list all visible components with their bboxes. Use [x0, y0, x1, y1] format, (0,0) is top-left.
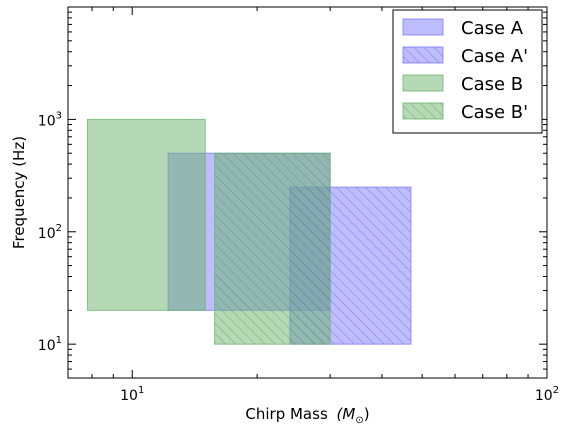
legend-entry-case-a: Case A: [402, 18, 524, 39]
x-axis-label: Chirp Mass (M⊙): [245, 405, 369, 425]
region-case-b-prime: [214, 152, 331, 345]
y-axis-label: Frequency (Hz): [10, 136, 28, 249]
y-tick-label: 103: [38, 110, 62, 129]
region-fill: [86, 118, 206, 311]
legend-entry-case-a-prime: Case A': [402, 46, 528, 67]
axis-ticks: [68, 7, 547, 378]
region-case-b: [86, 118, 206, 311]
legend-label: Case A: [461, 18, 524, 39]
legend-label: Case B': [461, 102, 528, 123]
legend-entry-case-b: Case B: [402, 74, 523, 95]
region-hatch: [214, 153, 331, 345]
legend-swatch: [402, 74, 444, 92]
y-tick-label: 102: [38, 223, 62, 242]
plot-frame: [67, 6, 548, 379]
y-tick-label: 101: [38, 335, 62, 354]
legend-label: Case A': [461, 46, 528, 67]
legend-label: Case B: [461, 74, 523, 95]
legend-swatch-hatch: [403, 103, 443, 119]
x-tick-label: 101: [120, 385, 144, 404]
legend-swatch-hatch: [403, 47, 443, 63]
tick-labels: 101 102 101 102 103: [38, 110, 559, 404]
x-tick-label: 102: [535, 385, 559, 404]
legend-entry-case-b-prime: Case B': [402, 102, 528, 123]
legend-swatch: [402, 18, 444, 36]
plot-area: [86, 118, 412, 345]
legend: Case A Case A' Case B Case B': [392, 9, 543, 134]
